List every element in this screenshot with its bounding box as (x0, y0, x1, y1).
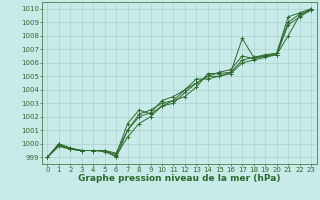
X-axis label: Graphe pression niveau de la mer (hPa): Graphe pression niveau de la mer (hPa) (78, 174, 280, 183)
